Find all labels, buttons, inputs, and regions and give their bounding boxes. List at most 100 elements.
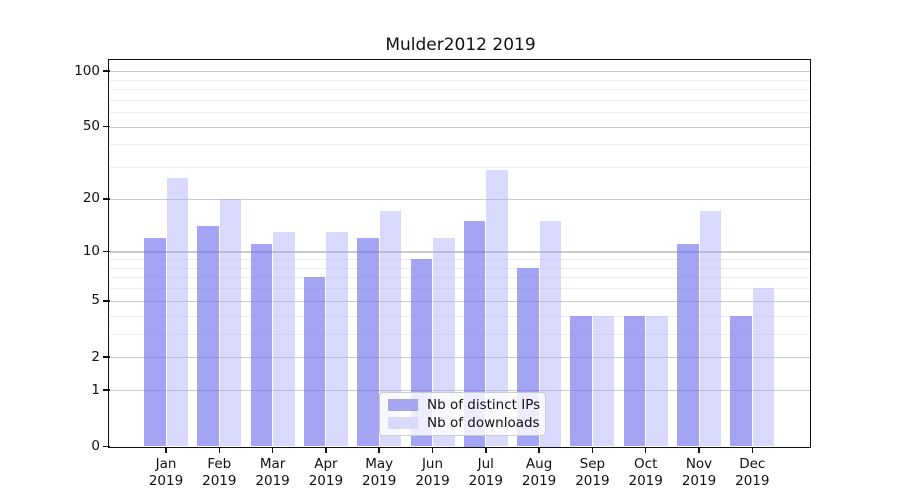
legend: Nb of distinct IPs Nb of downloads <box>379 392 546 436</box>
minor-gridline <box>110 89 811 90</box>
x-tick-label: Aug 2019 <box>507 456 571 489</box>
major-gridline <box>110 357 811 359</box>
major-gridline <box>110 300 811 302</box>
bar-downloads-aug <box>539 221 562 447</box>
x-tick-label: Jun 2019 <box>401 456 465 489</box>
x-tick-label: May 2019 <box>347 456 411 489</box>
bar-downloads-jan <box>166 178 188 447</box>
x-tick-month: Jul <box>477 456 494 472</box>
major-gridline <box>110 71 811 73</box>
chart-title: Mulder2012 2019 <box>385 35 536 55</box>
x-tick-year: 2019 <box>255 472 290 489</box>
bar-downloads-apr <box>326 231 348 447</box>
minor-gridline <box>110 259 811 261</box>
y-tick-mark <box>103 300 110 302</box>
x-tick-mark <box>165 448 167 454</box>
minor-gridline <box>110 167 811 169</box>
x-tick-label: Jul 2019 <box>454 456 518 489</box>
x-tick-month: Nov <box>685 456 713 472</box>
x-tick-label: Nov 2019 <box>667 456 731 489</box>
x-tick-year: 2019 <box>415 472 450 489</box>
bar-distinct-ips-dec <box>730 315 752 447</box>
minor-gridline <box>110 144 811 146</box>
x-tick-year: 2019 <box>681 472 717 489</box>
bar-distinct-ips-jul <box>463 221 486 447</box>
y-tick-mark <box>103 389 110 391</box>
bar-distinct-ips-oct <box>623 315 646 447</box>
bar-distinct-ips-mar <box>250 244 273 447</box>
y-tick-label: 10 <box>82 242 100 259</box>
y-tick-mark <box>103 356 110 358</box>
bar-downloads-jul <box>486 169 508 447</box>
legend-swatch-distinct-ips <box>388 399 418 412</box>
legend-item-downloads: Nb of downloads <box>388 415 540 431</box>
x-tick-month: Sep <box>579 456 606 472</box>
x-tick-month: May <box>365 456 394 472</box>
major-gridline <box>110 198 811 200</box>
minor-gridline <box>110 112 811 114</box>
y-tick-mark <box>103 250 110 253</box>
bar-distinct-ips-may <box>357 237 379 447</box>
x-tick-month: Apr <box>314 456 338 472</box>
bar-downloads-may <box>379 211 402 447</box>
x-tick-mark <box>218 448 221 454</box>
y-tick-label: 2 <box>91 348 100 365</box>
bar-downloads-nov <box>699 211 721 447</box>
y-tick-label: 0 <box>91 438 100 454</box>
x-tick-year: 2019 <box>575 472 610 489</box>
x-tick-mark <box>538 448 540 454</box>
x-tick-mark <box>644 448 647 454</box>
x-tick-mark <box>591 448 594 454</box>
bar-distinct-ips-apr <box>303 277 326 447</box>
x-tick-mark <box>431 448 434 454</box>
y-tick-label: 20 <box>82 190 100 207</box>
bar-distinct-ips-sep <box>570 315 592 447</box>
x-tick-year: 2019 <box>735 472 770 489</box>
bar-downloads-dec <box>752 288 775 447</box>
legend-swatch-downloads <box>388 416 418 429</box>
bar-downloads-feb <box>219 198 242 447</box>
bar-downloads-mar <box>273 231 295 447</box>
y-tick-label: 1 <box>91 381 100 398</box>
bar-downloads-sep <box>592 315 615 447</box>
major-gridline <box>110 390 811 392</box>
x-tick-year: 2019 <box>521 472 557 489</box>
x-tick-year: 2019 <box>362 472 397 489</box>
x-tick-month: Dec <box>739 456 766 472</box>
x-tick-label: Mar 2019 <box>241 456 305 489</box>
x-tick-year: 2019 <box>628 472 663 489</box>
x-tick-month: Jan <box>155 456 177 472</box>
minor-gridline <box>110 333 811 335</box>
x-tick-month: Oct <box>634 456 658 472</box>
x-tick-month: Jun <box>421 456 444 472</box>
bar-distinct-ips-jan <box>144 237 166 447</box>
x-tick-label: Sep 2019 <box>560 456 624 489</box>
y-tick-mark <box>103 445 110 448</box>
x-tick-label: Apr 2019 <box>294 456 358 489</box>
x-tick-mark <box>378 448 380 454</box>
x-tick-label: Feb 2019 <box>187 456 251 489</box>
x-tick-label: Dec 2019 <box>720 456 784 489</box>
y-tick-mark <box>103 198 110 200</box>
y-tick-mark <box>103 70 110 72</box>
y-tick-label: 50 <box>82 118 100 135</box>
y-tick-label: 5 <box>91 292 100 309</box>
x-tick-label: Jan 2019 <box>134 456 198 489</box>
x-tick-mark <box>325 448 327 454</box>
x-tick-year: 2019 <box>202 472 237 489</box>
bar-distinct-ips-nov <box>677 244 699 447</box>
x-tick-year: 2019 <box>308 472 344 489</box>
bar-distinct-ips-feb <box>197 226 219 447</box>
x-tick-month: Mar <box>259 456 286 472</box>
minor-gridline <box>110 288 811 290</box>
major-gridline <box>110 126 811 128</box>
x-tick-mark <box>698 448 700 454</box>
bar-downloads-oct <box>646 315 668 447</box>
x-tick-mark <box>271 448 274 454</box>
major-gridline <box>110 251 811 253</box>
minor-gridline <box>110 267 811 269</box>
x-tick-mark <box>751 448 754 454</box>
x-tick-year: 2019 <box>468 472 503 489</box>
minor-gridline <box>110 79 811 81</box>
